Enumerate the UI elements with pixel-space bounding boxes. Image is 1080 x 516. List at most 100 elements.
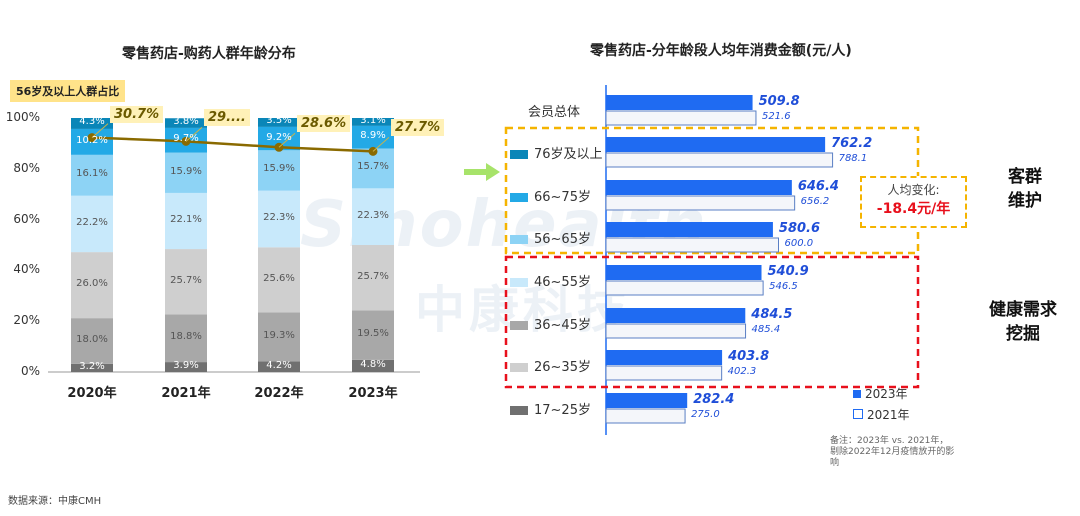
segment-value-label: 15.9% [263,163,295,175]
share-leader [372,136,390,152]
stack-segment [258,118,300,127]
share-line [91,136,374,153]
stack-segment [258,247,300,313]
segment-value-label: 26.0% [76,278,108,290]
stack-segment [165,152,207,193]
stack-segment [352,245,394,311]
category-label: 26~35岁 [510,356,591,375]
category-text: 56~65岁 [534,232,591,247]
bar-2021 [605,152,834,168]
y-tick-label: 100% [5,110,40,124]
value-label-2021: 521.6 [761,111,791,122]
legend-2021: 2021年 [853,406,910,423]
segment-value-label: 22.3% [263,211,295,223]
legend-2023-swatch [853,390,861,398]
stack-segment [165,118,207,128]
stack-segment [71,195,113,253]
category-label: 36~45岁 [510,314,591,333]
stack-segment [258,126,300,151]
bar-2023 [606,180,792,195]
stack-segment [258,190,300,248]
stack-segment [71,154,113,196]
data-source: 数据来源：中康CMH [8,496,102,507]
stack-segment [352,310,394,360]
bar-2023 [606,222,773,237]
change-box: 人均变化: -18.4元/年 [860,176,967,228]
segment-value-label: 8.9% [360,130,386,142]
category-swatch [510,235,528,244]
value-label-2021: 485.4 [751,324,781,335]
x-category-label: 2022年 [254,386,304,401]
right-chart-title: 零售药店-分年龄段人均年消费金额(元/人) [590,43,852,59]
category-text: 17~25岁 [534,403,591,418]
x-category-label: 2020年 [67,386,117,401]
legend-2023-label: 2023年 [865,387,908,401]
bar-2021 [605,280,764,296]
category-label: 17~25岁 [510,399,591,418]
stack-segment [165,249,207,315]
stack-segment [71,252,113,319]
group-label-demand: 健康需求 挖掘 [989,300,1057,344]
stack-segment [165,314,207,363]
category-swatch [510,278,528,287]
segment-value-label: 25.7% [357,270,389,282]
segment-value-label: 3.1% [360,114,386,126]
stack-segment [352,359,394,372]
category-swatch [510,406,528,415]
segment-value-label: 9.2% [266,131,292,143]
bar-2021 [605,365,723,381]
share-value-label: 27.7% [391,119,445,137]
share-leader [91,123,109,139]
category-label: 66~75岁 [510,186,591,205]
segment-value-label: 25.6% [263,272,295,284]
segment-value-label: 22.3% [357,209,389,221]
value-label-2023: 580.6 [778,221,821,236]
segment-value-label: 4.8% [360,358,386,370]
segment-value-label: 4.3% [79,116,105,128]
stack-segment [165,192,207,250]
value-label-2023: 762.2 [831,136,873,151]
category-swatch [510,363,528,372]
category-swatch [510,321,528,330]
x-category-label: 2023年 [348,386,398,401]
bar-2023 [606,308,746,323]
value-label-2021: 600.0 [784,238,814,249]
value-label-2023: 403.8 [728,349,770,364]
change-box-label: 人均变化: [887,183,940,197]
segment-value-label: 10.2% [76,134,108,146]
value-label-2021: 402.3 [727,366,757,377]
stack-segment [352,118,394,126]
stack-segment [71,118,113,129]
bar-2023 [606,95,753,110]
bar-2023 [606,137,826,152]
stack-segment [258,312,300,362]
segment-value-label: 22.1% [170,213,202,225]
category-swatch [510,150,528,159]
bar-2021 [605,323,747,339]
segment-value-label: 19.5% [357,328,389,340]
arrow-right-icon [464,163,500,181]
category-text: 46~55岁 [534,275,591,290]
left-chart-title: 零售药店-购药人群年龄分布 [122,46,296,62]
segment-value-label: 3.8% [173,116,199,128]
value-label-2023: 540.9 [767,264,809,279]
segment-value-label: 3.2% [79,360,105,372]
legend-2021-label: 2021年 [867,408,910,422]
stack-segment [258,361,300,372]
demand-group-box [504,255,920,389]
stack-segment [258,150,300,191]
y-tick-label: 80% [13,160,40,175]
value-label-2023: 646.4 [797,179,839,194]
segment-value-label: 18.0% [76,334,108,345]
segment-value-label: 3.9% [173,360,199,372]
share-value-label: 28.6% [297,115,351,133]
value-label-2021: 546.5 [769,281,798,292]
bar-2023 [606,265,762,280]
value-label-2021: 788.1 [838,153,868,164]
segment-value-label: 18.8% [170,331,202,343]
legend-2023: 2023年 [853,385,908,402]
share-value-label: 29.... [204,109,250,127]
category-label: 46~55岁 [510,271,591,290]
bar-2021 [605,408,686,424]
y-tick-label: 20% [13,313,40,328]
